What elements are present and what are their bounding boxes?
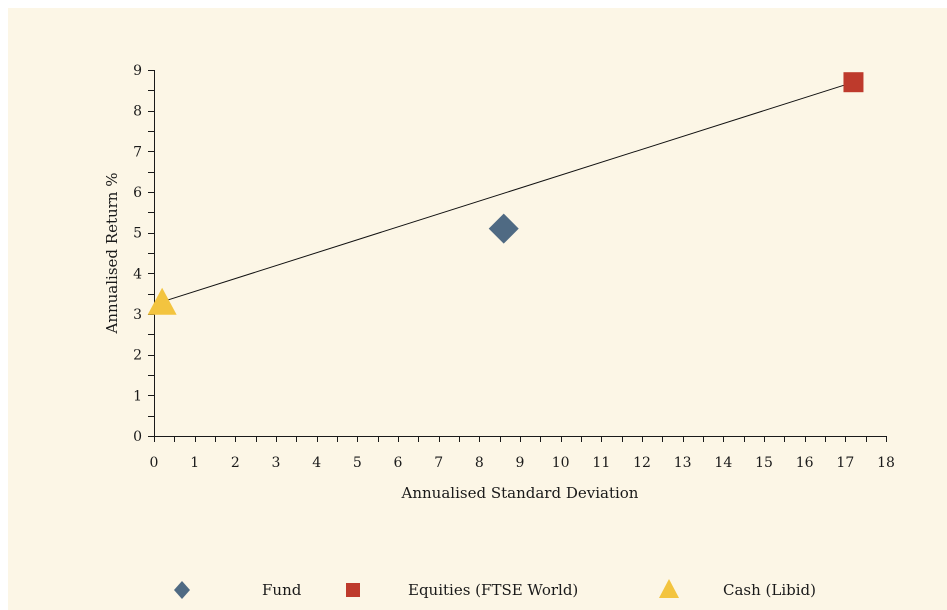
x-tick-label: 9	[516, 455, 525, 471]
y-tick-label: 0	[133, 429, 142, 445]
chart-lines	[161, 81, 854, 303]
x-tick-label: 15	[755, 455, 773, 471]
legend-diamond-icon	[174, 581, 190, 599]
legend-item-equities: Equities (FTSE World)	[346, 581, 578, 599]
x-tick-label: 7	[434, 455, 443, 471]
y-tick-label: 4	[133, 266, 142, 282]
x-tick-label: 17	[836, 455, 854, 471]
y-tick-label: 9	[133, 63, 142, 79]
y-tick-label: 8	[133, 104, 142, 120]
x-tick-label: 11	[592, 455, 610, 471]
y-axis-title: Annualised Return %	[103, 172, 121, 334]
x-tick-label: 18	[877, 455, 895, 471]
y-tick-label: 3	[133, 307, 142, 323]
x-tick-label: 2	[231, 455, 240, 471]
axes	[154, 70, 886, 437]
fund-marker	[488, 213, 519, 244]
x-axis-title: Annualised Standard Deviation	[401, 484, 639, 502]
x-tick-label: 16	[796, 455, 814, 471]
equities-ftse-world-marker	[843, 72, 864, 93]
legend: Fund Equities (FTSE World) Cash (Libid)	[174, 579, 816, 599]
legend-label-fund: Fund	[262, 581, 302, 599]
legend-item-cash: Cash (Libid)	[659, 579, 816, 599]
x-tick-label: 5	[353, 455, 362, 471]
chart-points	[147, 72, 864, 315]
x-tick-label: 13	[674, 455, 692, 471]
legend-square-icon	[346, 583, 360, 597]
y-tick-label: 5	[133, 226, 142, 242]
x-tick-label: 4	[312, 455, 321, 471]
cash-libid-marker	[147, 287, 177, 315]
trend-line	[161, 81, 854, 303]
x-tick-label: 10	[552, 455, 570, 471]
y-tick-label: 6	[133, 185, 142, 201]
y-tick-label: 7	[133, 144, 142, 160]
y-tick-label: 2	[133, 348, 142, 364]
legend-label-cash: Cash (Libid)	[723, 581, 816, 599]
y-tick-label: 1	[133, 388, 142, 404]
x-tick-label: 14	[714, 455, 732, 471]
x-tick-label: 3	[272, 455, 281, 471]
legend-item-fund: Fund	[174, 581, 302, 599]
x-tick-label: 12	[633, 455, 651, 471]
axis-ticks	[148, 70, 887, 442]
x-tick-label: 8	[475, 455, 484, 471]
x-tick-label: 0	[150, 455, 159, 471]
x-tick-label: 1	[190, 455, 199, 471]
legend-label-equities: Equities (FTSE World)	[408, 581, 578, 599]
x-tick-label: 6	[394, 455, 403, 471]
legend-triangle-icon	[659, 579, 679, 598]
